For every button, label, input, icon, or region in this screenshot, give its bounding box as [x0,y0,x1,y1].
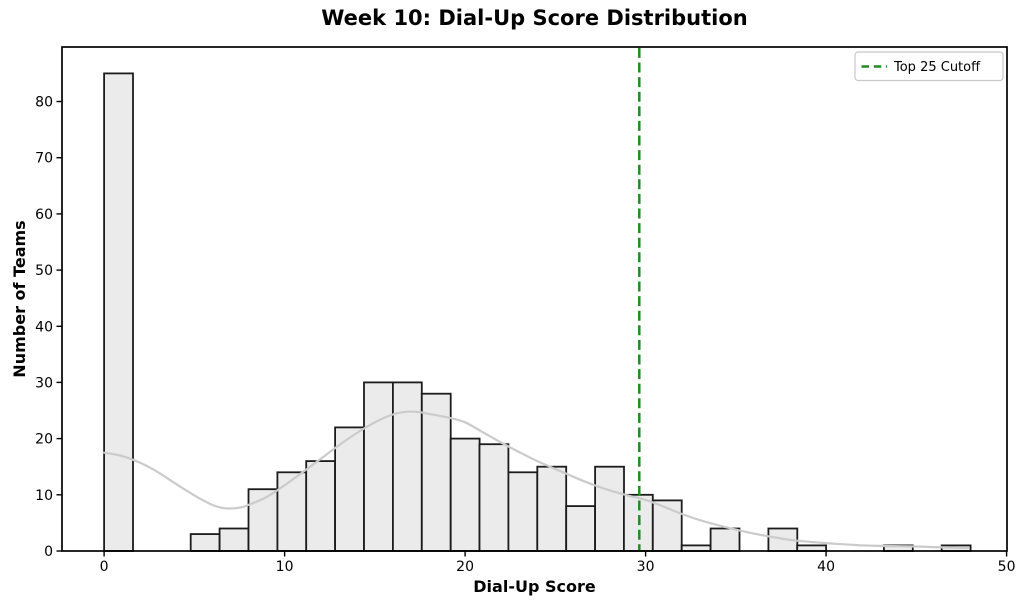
y-axis-label: Number of Teams [10,220,29,377]
y-tick-label: 30 [35,375,53,391]
x-tick-label: 50 [998,559,1016,575]
histogram-bar [363,381,394,552]
histogram-bar [391,381,423,552]
histogram-bars [103,72,972,552]
histogram-bar [536,465,568,552]
histogram-bar [594,465,625,552]
histogram-bar [189,533,221,552]
y-tick-label: 10 [35,488,53,504]
histogram-bar [305,460,337,552]
histogram-bar [276,471,308,552]
kde-curve [103,410,970,549]
kde-curve-path [103,410,970,549]
y-tick-label: 40 [35,319,53,335]
axes: 0 10 20 30 40 50 0 10 20 30 40 50 60 70 80 [35,46,1016,575]
histogram-bar [218,527,250,552]
x-tick-label: 40 [817,559,835,575]
legend: Top 25 Cutoff [854,51,1004,82]
histogram-bar [709,527,741,552]
x-tick-label: 10 [276,559,294,575]
x-tick-label: 20 [456,559,474,575]
y-tick-label: 50 [35,263,53,279]
x-axis-label: Dial-Up Score [473,577,596,596]
legend-label: Top 25 Cutoff [893,60,981,75]
y-tick-label: 60 [35,207,53,223]
histogram-bar [565,505,597,552]
y-tick-label: 0 [44,544,53,560]
x-tick-label: 30 [637,559,655,575]
x-tick-label: 0 [100,559,109,575]
histogram-bar [478,443,510,552]
y-tick-label: 20 [35,432,53,448]
histogram-bar [449,437,481,552]
histogram-bar [507,471,539,552]
histogram-bar [103,72,134,552]
y-tick-label: 70 [35,151,53,167]
chart-title: Week 10: Dial-Up Score Distribution [321,6,747,30]
plot-frame [61,46,1008,552]
y-tick-label: 80 [35,95,53,111]
legend-box [854,51,1004,82]
